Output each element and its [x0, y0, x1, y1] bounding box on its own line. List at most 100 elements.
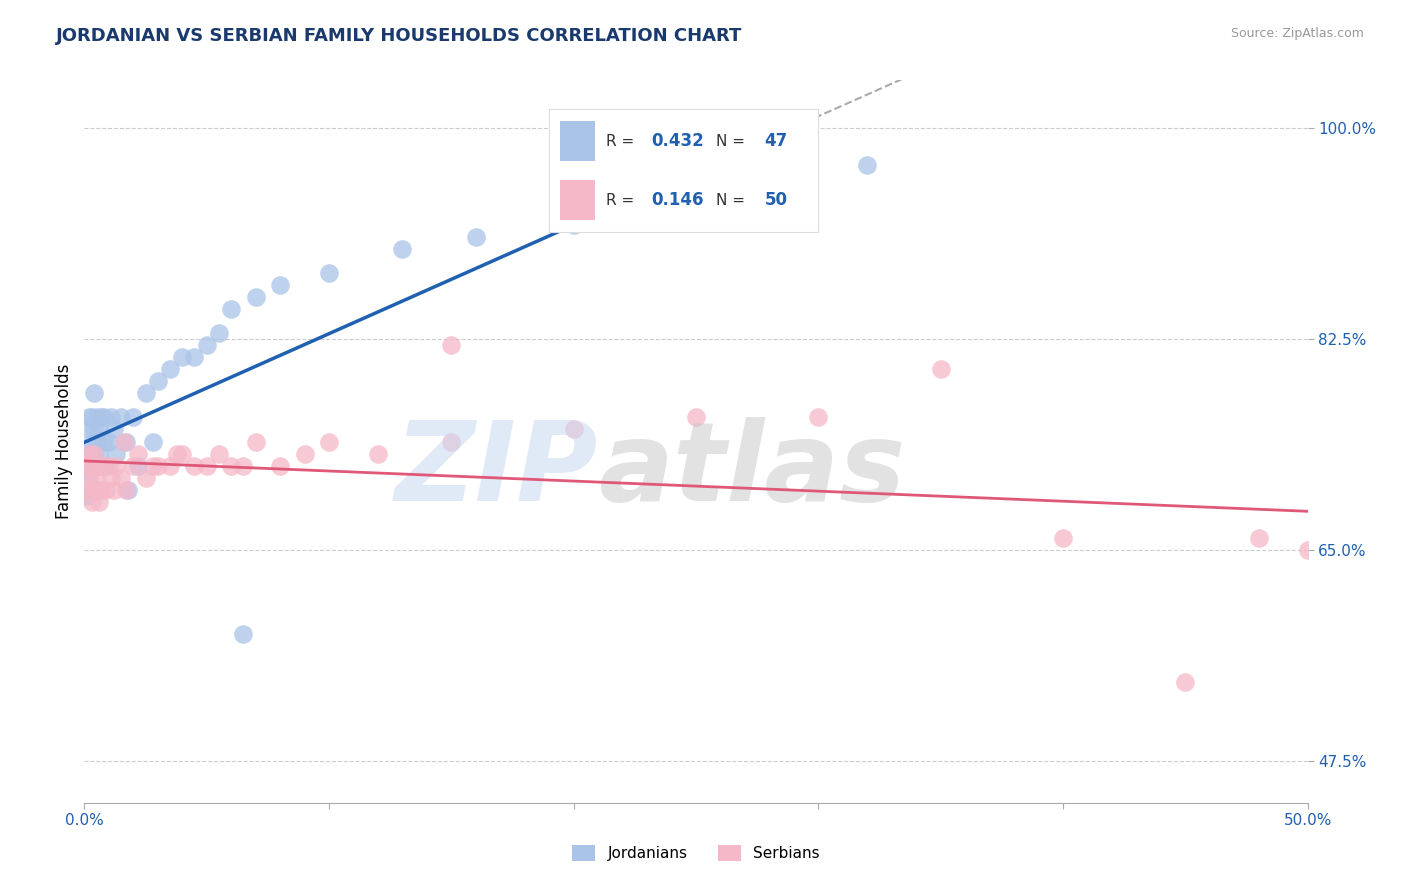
Y-axis label: Family Households: Family Households [55, 364, 73, 519]
Point [115, 483, 138, 497]
Point [86, 458, 108, 473]
Point [83, 423, 105, 437]
Point [76, 483, 98, 497]
Point [142, 434, 165, 449]
Point [93, 410, 115, 425]
Point [232, 458, 254, 473]
Point [80, 410, 103, 425]
Point [166, 447, 188, 461]
Point [86, 410, 108, 425]
Point [110, 471, 132, 485]
Point [90, 483, 112, 497]
Point [80, 495, 103, 509]
Point [83, 447, 105, 461]
Point [127, 458, 149, 473]
Point [83, 447, 105, 461]
Point [96, 483, 118, 497]
Point [77, 410, 100, 425]
Point [117, 483, 139, 497]
Point [122, 458, 145, 473]
Point [464, 230, 486, 244]
Point [807, 410, 830, 425]
Point [195, 338, 218, 352]
Point [90, 458, 112, 473]
Point [172, 350, 194, 364]
Point [269, 278, 291, 293]
Point [115, 434, 138, 449]
Point [86, 483, 108, 497]
Point [86, 434, 108, 449]
Text: atlas: atlas [598, 417, 905, 524]
Point [122, 410, 145, 425]
Point [142, 458, 165, 473]
Point [232, 627, 254, 641]
Point [93, 434, 115, 449]
Point [135, 386, 157, 401]
Point [146, 458, 169, 473]
Text: JORDANIAN VS SERBIAN FAMILY HOUSEHOLDS CORRELATION CHART: JORDANIAN VS SERBIAN FAMILY HOUSEHOLDS C… [56, 27, 742, 45]
Point [87, 447, 110, 461]
Point [208, 447, 231, 461]
Point [77, 447, 100, 461]
Point [100, 410, 122, 425]
Point [90, 410, 112, 425]
Point [86, 471, 108, 485]
Point [76, 458, 98, 473]
Point [562, 218, 585, 232]
Point [391, 242, 413, 256]
Point [110, 410, 132, 425]
Point [1247, 531, 1270, 545]
Point [1174, 675, 1197, 690]
Point [367, 447, 389, 461]
Point [685, 410, 707, 425]
Point [929, 362, 952, 376]
Point [562, 423, 585, 437]
Point [105, 447, 128, 461]
Point [77, 447, 100, 461]
Point [1052, 531, 1074, 545]
Text: Source: ZipAtlas.com: Source: ZipAtlas.com [1230, 27, 1364, 40]
Point [103, 423, 125, 437]
Point [87, 458, 110, 473]
Point [294, 447, 316, 461]
Point [1296, 542, 1319, 557]
Point [80, 434, 103, 449]
Point [440, 338, 463, 352]
Point [97, 434, 120, 449]
Point [269, 458, 291, 473]
Point [112, 434, 135, 449]
Point [80, 458, 103, 473]
Point [208, 326, 231, 341]
Point [195, 458, 218, 473]
Point [87, 495, 110, 509]
Point [183, 458, 205, 473]
Point [172, 447, 194, 461]
Point [103, 483, 125, 497]
Point [97, 458, 120, 473]
Point [77, 471, 100, 485]
Point [83, 483, 105, 497]
Point [135, 471, 157, 485]
Point [146, 375, 169, 389]
Point [127, 447, 149, 461]
Point [318, 266, 340, 280]
Point [318, 434, 340, 449]
Point [83, 386, 105, 401]
Point [159, 362, 181, 376]
Point [105, 458, 128, 473]
Point [219, 301, 242, 317]
Text: ZIP: ZIP [395, 417, 598, 524]
Point [77, 423, 100, 437]
Point [80, 458, 103, 473]
Point [96, 458, 118, 473]
Point [159, 458, 181, 473]
Point [856, 158, 879, 172]
Point [245, 434, 267, 449]
Point [245, 290, 267, 304]
Point [219, 458, 242, 473]
Point [100, 471, 122, 485]
Point [183, 350, 205, 364]
Point [440, 434, 463, 449]
Point [76, 489, 98, 503]
Legend: Jordanians, Serbians: Jordanians, Serbians [567, 839, 825, 867]
